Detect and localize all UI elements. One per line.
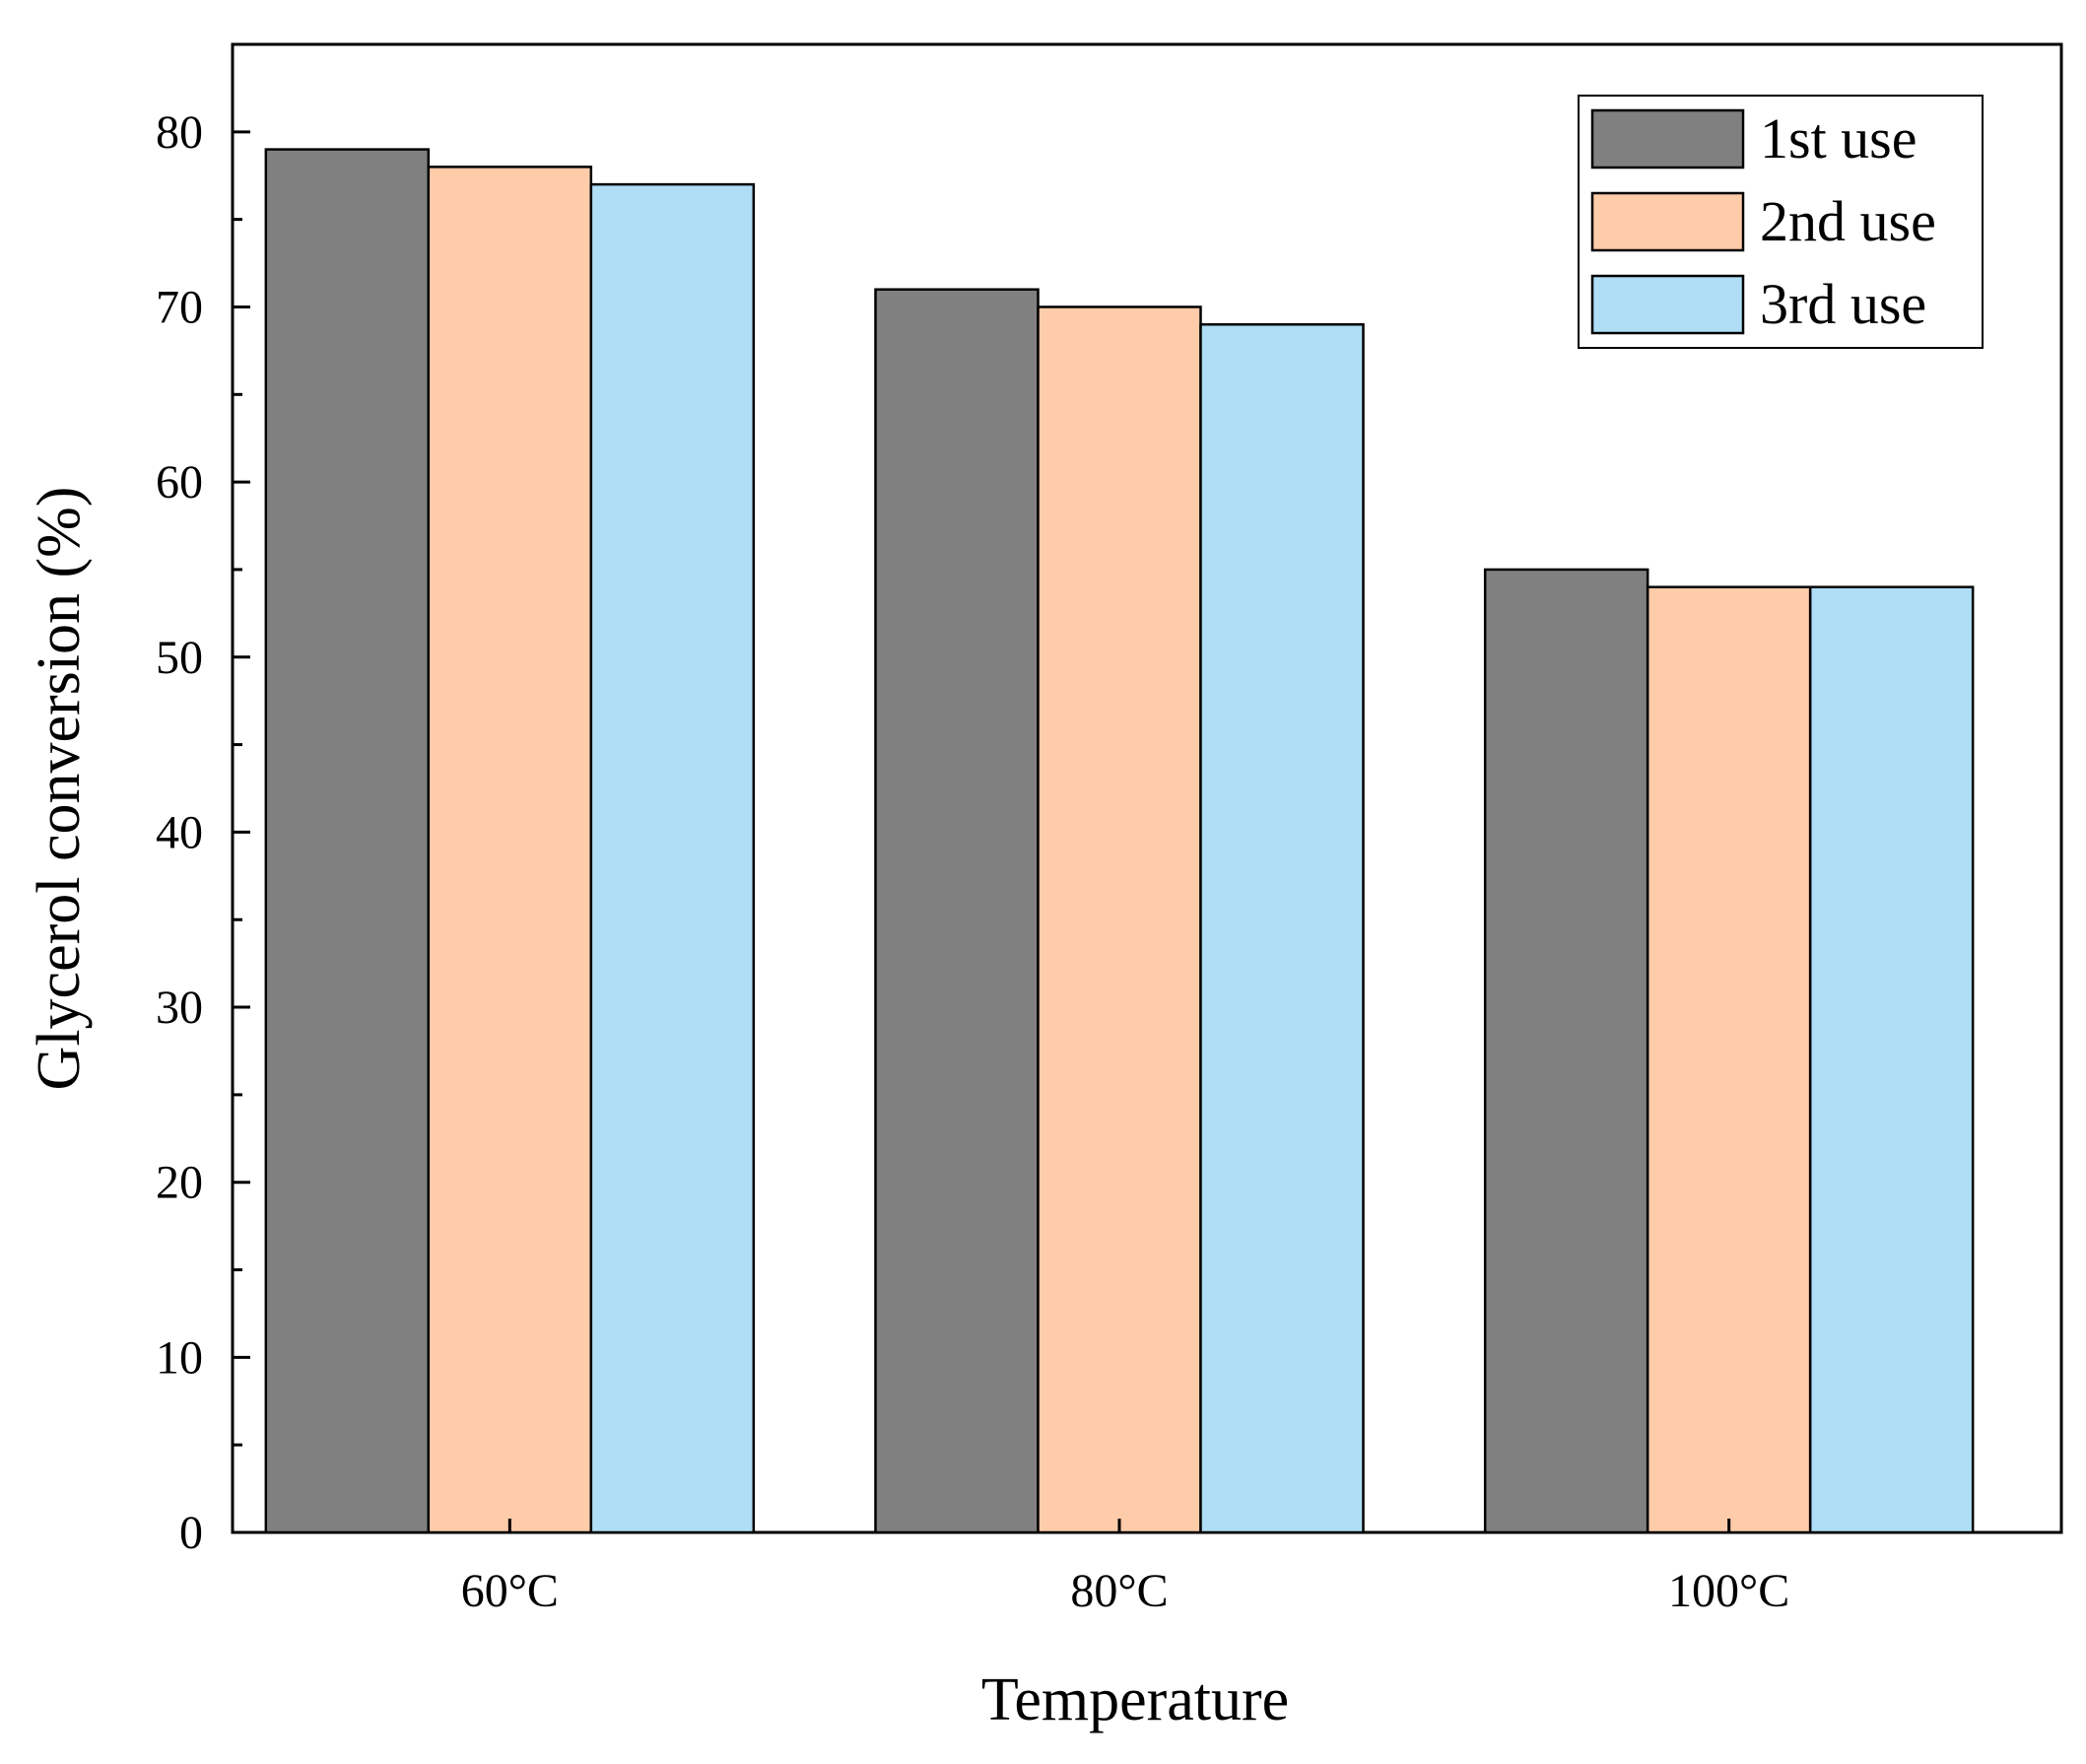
legend-label-1: 1st use bbox=[1760, 106, 1918, 170]
bar-3rd-use-2 bbox=[1808, 585, 1975, 1534]
x-tick-label: 100°C bbox=[1668, 1565, 1789, 1617]
y-tick-label: 70 bbox=[156, 281, 203, 333]
x-tick-label: 60°C bbox=[461, 1565, 559, 1617]
y-axis: 0 10 20 30 40 50 60 70 80 bbox=[156, 106, 250, 1559]
y-tick-label: 20 bbox=[156, 1157, 203, 1209]
y-tick-label: 80 bbox=[156, 106, 203, 159]
bar-1st-use-1 bbox=[874, 288, 1040, 1534]
y-tick-label: 50 bbox=[156, 632, 203, 684]
x-axis: 60°C 80°C 100°C bbox=[461, 1519, 1789, 1617]
y-tick-label: 60 bbox=[156, 456, 203, 509]
x-axis-title: Temperature bbox=[981, 1666, 1289, 1733]
legend-swatch-2 bbox=[1590, 191, 1745, 252]
bar-1st-use-0 bbox=[264, 148, 431, 1534]
bar-2nd-use-1 bbox=[1037, 305, 1202, 1534]
y-tick-label: 40 bbox=[156, 806, 203, 858]
legend-label-3: 3rd use bbox=[1760, 272, 1926, 336]
y-tick-label: 30 bbox=[156, 982, 203, 1034]
x-tick-label: 80°C bbox=[1070, 1565, 1168, 1617]
bar-2nd-use-0 bbox=[427, 166, 593, 1534]
legend-swatch-3 bbox=[1590, 274, 1745, 335]
bar-3rd-use-0 bbox=[589, 182, 756, 1534]
legend-label-2: 2nd use bbox=[1760, 189, 1936, 253]
y-tick-label: 0 bbox=[179, 1507, 203, 1559]
bars-group bbox=[264, 148, 1975, 1534]
y-axis-title: Glycerol conversion (%) bbox=[26, 487, 93, 1091]
bar-1st-use-2 bbox=[1483, 568, 1649, 1534]
bar-3rd-use-1 bbox=[1199, 322, 1365, 1534]
bar-2nd-use-2 bbox=[1646, 585, 1812, 1534]
legend-swatch-1 bbox=[1590, 108, 1745, 170]
y-tick-label: 10 bbox=[156, 1331, 203, 1384]
legend: 1st use 2nd use 3rd use bbox=[1578, 95, 1984, 349]
